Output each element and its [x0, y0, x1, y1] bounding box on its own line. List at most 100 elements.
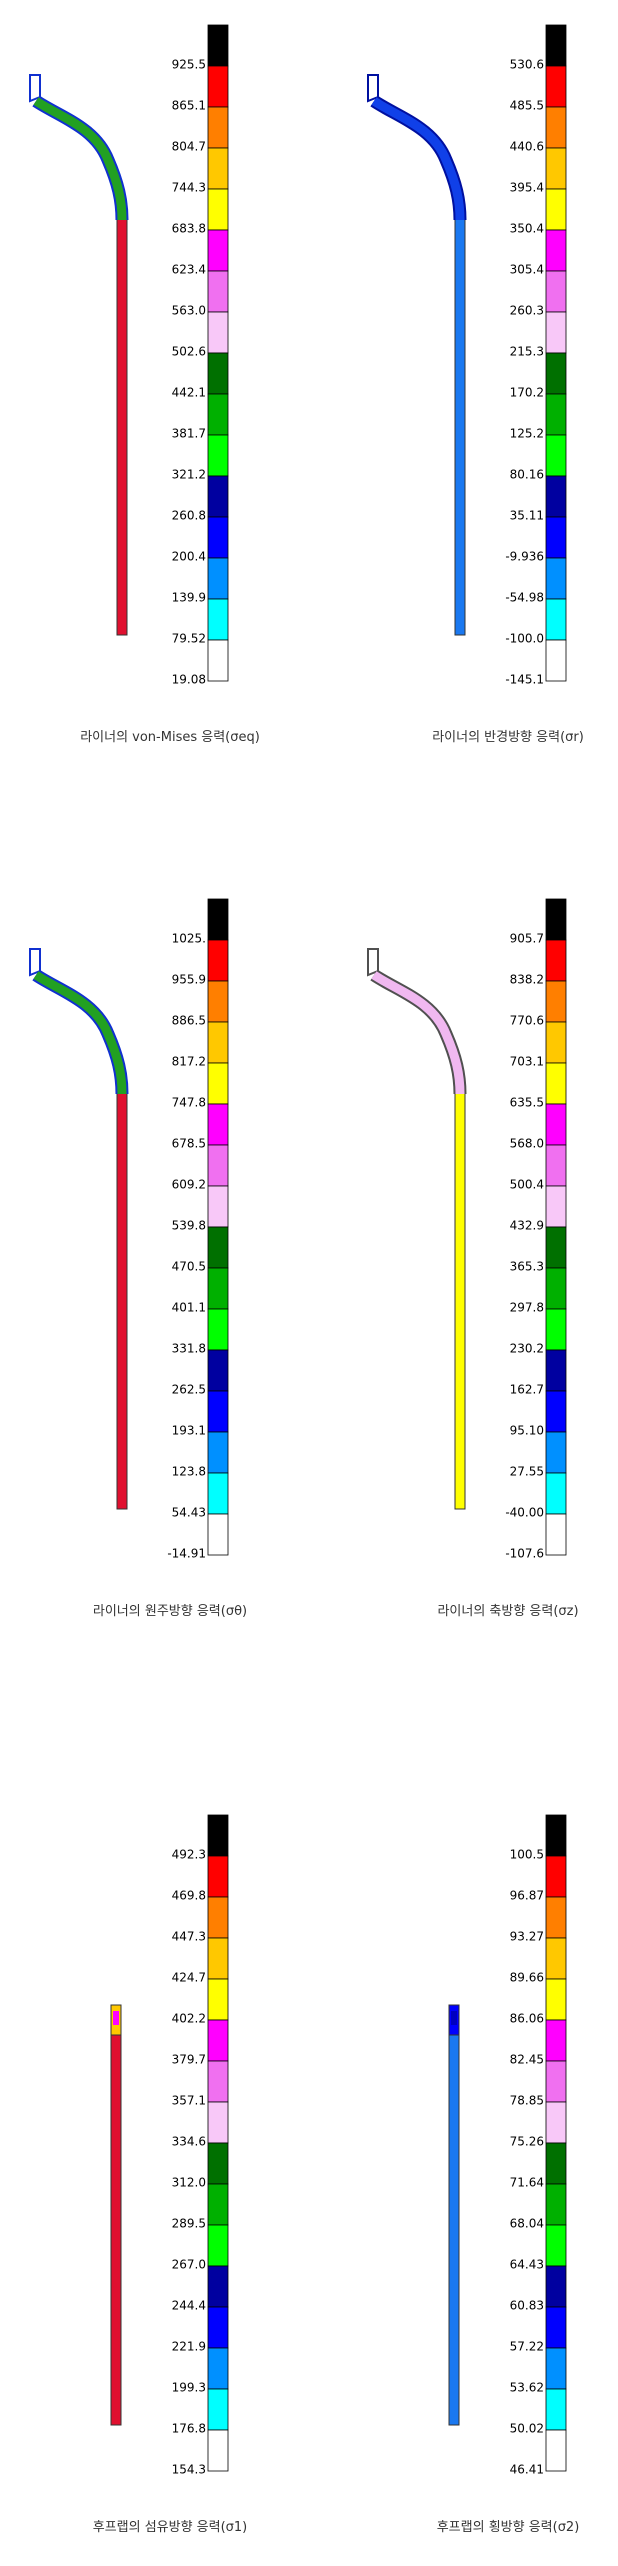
- legend-level: 199.3: [172, 2381, 206, 2395]
- legend-level: 955.9: [172, 973, 206, 987]
- legend-level: 297.8: [510, 1301, 544, 1315]
- legend-level: 154.3: [172, 2463, 206, 2477]
- legend-box: [207, 352, 229, 395]
- legend-box: [545, 434, 567, 477]
- legend-box: [207, 557, 229, 600]
- legend-box: [207, 2306, 229, 2349]
- legend-level: 170.2: [510, 386, 544, 400]
- panel: 905.7 838.2 770.6 703.1 635.5 568.0 500.4 432.9…: [367, 898, 579, 1619]
- legend-level: 95.10: [510, 1424, 544, 1438]
- legend-level: 770.6: [510, 1014, 544, 1028]
- legend-box: [545, 229, 567, 272]
- legend-level: 402.2: [172, 2012, 206, 2026]
- legend-box: [207, 393, 229, 436]
- legend-level: 804.7: [172, 140, 206, 154]
- legend-level: 492.3: [172, 1848, 206, 1862]
- legend-box: [207, 2429, 229, 2472]
- legend-level: -145.1: [505, 673, 544, 687]
- legend-box: [545, 598, 567, 641]
- legend-box: [545, 2265, 567, 2308]
- legend-box: [545, 1896, 567, 1939]
- legend-box: [207, 1308, 229, 1351]
- panel: 925.5 865.1 804.7 744.3 683.8 623.4 563.0 502.6…: [29, 24, 260, 745]
- legend-box: [207, 1855, 229, 1898]
- legend-level: 79.52: [172, 632, 206, 646]
- legend-level: 401.1: [172, 1301, 206, 1315]
- legend-level: 440.6: [510, 140, 544, 154]
- hoop-strip: [110, 2004, 122, 2426]
- legend-level: 80.16: [510, 468, 544, 482]
- hoop-cap-inner: [451, 2011, 457, 2025]
- legend-box: [207, 147, 229, 190]
- legend-box: [207, 65, 229, 108]
- legend-level: 447.3: [172, 1930, 206, 1944]
- liner-curve: [33, 97, 127, 221]
- legend-box: [545, 1390, 567, 1433]
- caption: 라이너의 반경방향 응력(σr): [432, 730, 584, 745]
- legend-box: [207, 2388, 229, 2431]
- legend-level: 35.11: [510, 509, 544, 523]
- legend-box: [207, 2183, 229, 2226]
- legend-level: 469.8: [172, 1889, 206, 1903]
- legend-box: [207, 1472, 229, 1515]
- legend-level: 500.4: [510, 1178, 544, 1192]
- legend-level: 703.1: [510, 1055, 544, 1069]
- legend-level: 357.1: [172, 2094, 206, 2108]
- legend-level: 635.5: [510, 1096, 544, 1110]
- legend-box: [545, 1226, 567, 1269]
- liner-strip: [454, 214, 466, 636]
- legend-level: 563.0: [172, 304, 206, 318]
- legend-box: [545, 516, 567, 559]
- legend-box: [545, 106, 567, 149]
- legend-box: [545, 1185, 567, 1228]
- legend-level: 19.08: [172, 673, 206, 687]
- legend-level: 1025.: [172, 932, 206, 946]
- legend-level: 817.2: [172, 1055, 206, 1069]
- caption: 후프랩의 섬유방향 응력(σ1): [93, 2520, 248, 2535]
- liner-strip: [116, 1088, 128, 1510]
- legend-level: 305.4: [510, 263, 544, 277]
- legend-level: -14.91: [167, 1547, 206, 1561]
- legend-box: [545, 65, 567, 108]
- legend-level: 334.6: [172, 2135, 206, 2149]
- legend-box: [545, 557, 567, 600]
- legend-level: 424.7: [172, 1971, 206, 1985]
- legend-level: 125.2: [510, 427, 544, 441]
- legend-level: 925.5: [172, 58, 206, 72]
- legend-level: 289.5: [172, 2217, 206, 2231]
- liner-flange: [29, 948, 41, 977]
- legend-level: 485.5: [510, 99, 544, 113]
- legend-box: [207, 188, 229, 231]
- legend-box: [207, 1390, 229, 1433]
- legend-box: [545, 2142, 567, 2185]
- legend-level: 139.9: [172, 591, 206, 605]
- legend-level: 905.7: [510, 932, 544, 946]
- legend-level: 321.2: [172, 468, 206, 482]
- legend-level: -9.936: [505, 550, 544, 564]
- legend-level: 747.8: [172, 1096, 206, 1110]
- legend-box: [545, 1021, 567, 1064]
- legend-box: [207, 939, 229, 982]
- legend-level: 46.41: [510, 2463, 544, 2477]
- legend-box: [207, 24, 229, 67]
- legend-box: [207, 311, 229, 354]
- legend-level: -54.98: [505, 591, 544, 605]
- legend-box: [545, 393, 567, 436]
- legend-level: 530.6: [510, 58, 544, 72]
- legend-box: [207, 1226, 229, 1269]
- legend-box: [545, 1855, 567, 1898]
- legend-box: [545, 980, 567, 1023]
- legend-level: 75.26: [510, 2135, 544, 2149]
- legend-box: [207, 898, 229, 941]
- liner-flange: [29, 74, 41, 103]
- legend-level: 886.5: [172, 1014, 206, 1028]
- legend-box: [207, 1185, 229, 1228]
- legend-box: [207, 2060, 229, 2103]
- legend-box: [545, 311, 567, 354]
- legend-level: 470.5: [172, 1260, 206, 1274]
- legend-box: [207, 2101, 229, 2144]
- legend-level: 365.3: [510, 1260, 544, 1274]
- legend-level: 381.7: [172, 427, 206, 441]
- legend-box: [545, 2101, 567, 2144]
